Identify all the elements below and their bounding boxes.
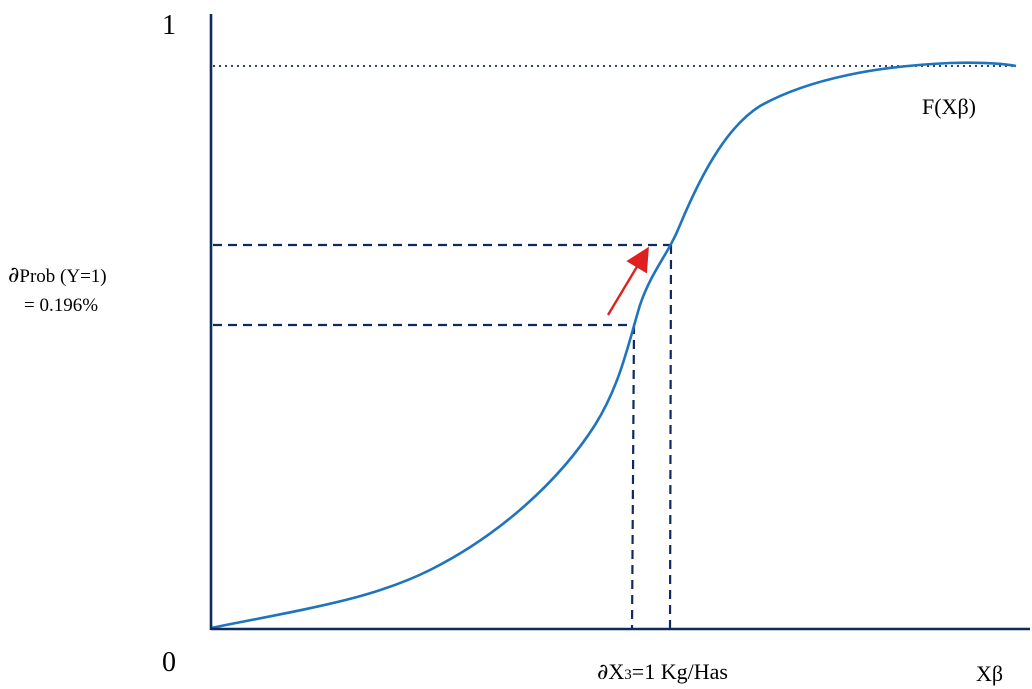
logistic-curve (210, 61, 1017, 630)
partial-symbol: ∂ (597, 660, 609, 685)
x-change-var: X (608, 659, 625, 684)
x-axis-label: Xβ (976, 661, 1004, 686)
y-change-value: = 0.196% (24, 295, 99, 316)
left-vertical-guide (630, 324, 636, 631)
origin-label: 0 (162, 647, 176, 678)
right-vertical-guide (668, 244, 673, 631)
y-max-label: 1 (162, 10, 176, 41)
x-change-label: ∂X3=1 Kg/Has (597, 661, 728, 684)
x-change-subscript: 3 (624, 667, 632, 683)
x-change-rest: =1 Kg/Has (631, 659, 728, 684)
y-change-text: Prob (Y=1) (19, 266, 107, 287)
change-arrow (606, 246, 649, 316)
partial-symbol: ∂ (8, 263, 20, 288)
curve-label: F(Xβ) (922, 94, 976, 119)
y-change-label: ∂Prob (Y=1) (8, 265, 107, 287)
